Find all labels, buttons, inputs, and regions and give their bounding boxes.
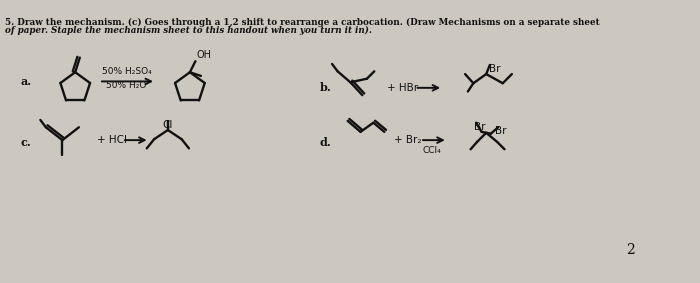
- Text: of paper. Staple the mechanism sheet to this handout when you turn it in).: of paper. Staple the mechanism sheet to …: [5, 25, 372, 35]
- Text: + HBr: + HBr: [387, 83, 418, 93]
- Text: OH: OH: [196, 50, 211, 60]
- Text: d.: d.: [319, 137, 331, 148]
- Text: Br: Br: [475, 122, 486, 132]
- Text: Br: Br: [489, 64, 500, 74]
- Text: 50% H₂SO₄: 50% H₂SO₄: [102, 67, 151, 76]
- Text: 5. Draw the mechanism. (c) Goes through a 1,2 shift to rearrange a carbocation. : 5. Draw the mechanism. (c) Goes through …: [5, 18, 599, 27]
- Text: + Br₂: + Br₂: [395, 135, 422, 145]
- Text: b.: b.: [319, 82, 331, 93]
- Text: Cl: Cl: [162, 120, 173, 130]
- Text: 2: 2: [626, 243, 635, 257]
- Text: + HCl: + HCl: [97, 135, 127, 145]
- Text: a.: a.: [20, 76, 32, 87]
- Text: c.: c.: [20, 137, 31, 148]
- Text: 50% H₂O: 50% H₂O: [106, 82, 147, 90]
- Text: Br: Br: [496, 127, 507, 136]
- Text: CCl₄: CCl₄: [423, 146, 442, 155]
